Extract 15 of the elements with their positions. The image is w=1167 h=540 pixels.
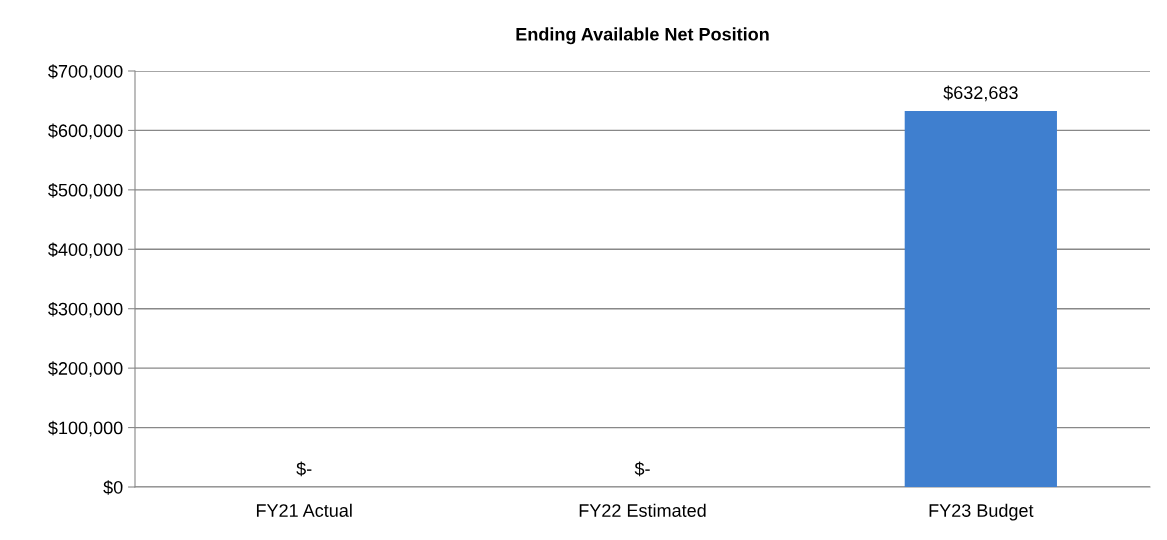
- chart-title: Ending Available Net Position: [516, 27, 769, 45]
- y-tick-label: $200,000: [48, 361, 123, 377]
- data-label: $632,683: [943, 85, 1018, 102]
- x-tick-label: FY21 Actual: [256, 503, 352, 517]
- data-label: $-: [634, 461, 650, 477]
- data-label: $-: [296, 461, 312, 477]
- y-tick-label: $100,000: [48, 420, 123, 437]
- y-tick-label: $700,000: [48, 64, 123, 80]
- y-tick-label: $400,000: [48, 242, 123, 259]
- x-tick-label: FY22 Estimated: [579, 503, 706, 517]
- y-tick-label: $0: [103, 480, 123, 495]
- x-tick-label: FY23 Budget: [929, 503, 1034, 521]
- y-tick-label: $600,000: [48, 123, 123, 140]
- y-tick-label: $300,000: [48, 301, 123, 318]
- y-tick-label: $500,000: [48, 183, 123, 199]
